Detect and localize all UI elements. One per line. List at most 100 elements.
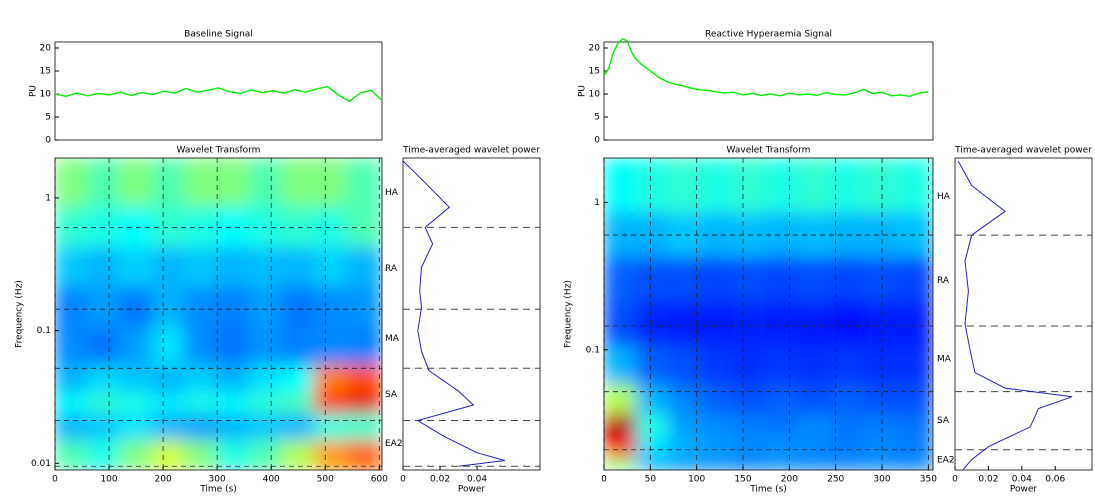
heatmap-cell (249, 413, 283, 442)
heatmap-cell (668, 301, 702, 347)
x-tick-label: 0 (400, 475, 406, 485)
heatmap-cell (281, 393, 315, 415)
heatmap-cell (798, 437, 832, 458)
heatmap-cell (86, 246, 121, 288)
heatmap-cell (184, 158, 218, 208)
heatmap-cell (313, 393, 348, 415)
heatmap-cell (862, 437, 897, 458)
x-tick-label: 50 (645, 475, 657, 485)
y-tick-label: 10 (40, 89, 52, 99)
heatmap-cell (346, 440, 382, 470)
x-tick-label: 0.04 (467, 475, 487, 485)
heatmap-cell (765, 256, 800, 303)
axes-title: Time-averaged wavelet power (402, 146, 540, 156)
heatmap-cell (281, 364, 315, 395)
y-tick-label: 0 (45, 136, 51, 146)
heatmap-cell (862, 384, 897, 415)
heatmap-cell (86, 364, 121, 395)
heatmap-cell (216, 326, 251, 366)
heatmap-cells (604, 158, 933, 470)
heatmap-cell (895, 384, 933, 415)
y-tick-label: 0.1 (37, 326, 51, 336)
band-label: MA (385, 334, 400, 344)
heatmap-cell (151, 158, 186, 208)
heatmap-cell (604, 158, 637, 214)
heatmap-cell (604, 413, 637, 439)
x-tick-label: 400 (263, 475, 280, 485)
heatmap-cell (765, 345, 800, 386)
heatmap-cell (151, 246, 186, 288)
x-axis-label: Time (s) (199, 485, 237, 495)
heatmap-cell (184, 246, 218, 288)
heatmap-cell (249, 286, 283, 328)
heatmap-cell (184, 286, 218, 328)
heatmap-cell (184, 413, 218, 442)
heatmap-cell (830, 345, 864, 386)
axes-frame (402, 157, 541, 471)
x-axis-label: Time (s) (749, 485, 787, 495)
heatmap-cell (798, 345, 832, 386)
heatmap-cell (895, 413, 933, 439)
x-axis-label: Power (458, 485, 486, 495)
heatmap-cell (216, 364, 251, 395)
y-tick-label: 20 (589, 43, 601, 53)
heatmap-cell (249, 246, 283, 288)
heatmap-cell (119, 393, 153, 415)
axes-frame (54, 41, 383, 141)
heatmap-cell (798, 158, 832, 214)
heatmap-cell (733, 384, 767, 415)
power-line (957, 161, 1073, 470)
y-tick-label: 0.01 (31, 459, 51, 469)
heatmap-cell (119, 364, 153, 395)
heatmap-cell (798, 456, 832, 470)
y-axis-label: PU (29, 85, 39, 97)
heatmap-cell (151, 413, 186, 442)
axes-title: Wavelet Transform (727, 146, 811, 156)
heatmap-cells (55, 158, 382, 470)
heatmap-cell (895, 256, 933, 303)
heatmap-cell (346, 286, 382, 328)
y-axis-label: PU (578, 85, 588, 97)
heatmap-cell (862, 413, 897, 439)
heatmap-cell (604, 256, 637, 303)
heatmap-cell (216, 246, 251, 288)
band-label: MA (937, 354, 952, 364)
heatmap-cell (346, 326, 382, 366)
heatmap-cell (151, 364, 186, 395)
y-tick-label: 0 (594, 136, 600, 146)
heatmap-cell (55, 158, 88, 208)
y-tick-label: 0.1 (586, 345, 600, 355)
heatmap-cell (635, 158, 670, 214)
heatmap-cell (733, 345, 767, 386)
heatmap-cell (765, 384, 800, 415)
x-tick-label: 300 (209, 475, 226, 485)
heatmap-cell (86, 326, 121, 366)
x-tick-label: 0.02 (430, 475, 450, 485)
axes-title: Baseline Signal (184, 30, 253, 40)
power-line (402, 160, 505, 467)
heatmap-cell (151, 440, 186, 470)
x-tick-label: 0.02 (978, 475, 998, 485)
heatmap-cell (798, 301, 832, 347)
heatmap-cell (635, 384, 670, 415)
x-tick-label: 200 (781, 475, 798, 485)
heatmap-cell (119, 158, 153, 208)
heatmap-cell (55, 364, 88, 395)
heatmap-cell (346, 158, 382, 208)
heatmap-cell (249, 364, 283, 395)
heatmap-cell (249, 326, 283, 366)
heatmap-cell (765, 301, 800, 347)
heatmap-cell (86, 158, 121, 208)
heatmap-cell (700, 158, 735, 214)
heatmap-cell (830, 384, 864, 415)
x-tick-label: 250 (827, 475, 844, 485)
heatmap-cell (798, 384, 832, 415)
axes-frame (603, 157, 934, 471)
y-tick-label: 15 (589, 66, 600, 76)
heatmap-cell (86, 286, 121, 328)
heatmap-cell (86, 393, 121, 415)
band-label: RA (937, 276, 950, 286)
heatmap-cell (249, 158, 283, 208)
